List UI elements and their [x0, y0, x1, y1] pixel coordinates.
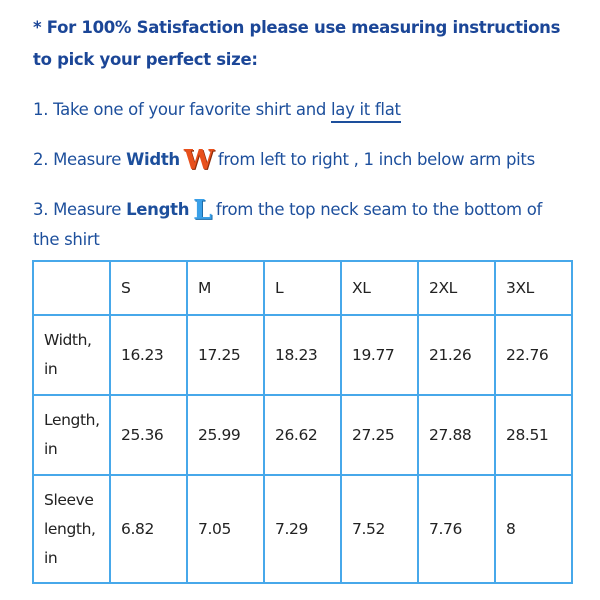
step-1: 1. Take one of your favorite shirt and l…: [33, 100, 401, 123]
step-1-text: 1. Take one of your favorite shirt and: [33, 100, 331, 119]
table-cell: 7.76: [417, 474, 496, 584]
header-cell: XL: [340, 260, 419, 316]
header-cell: M: [186, 260, 265, 316]
table-cell: 25.36: [109, 394, 188, 476]
table-row: Sleeve length, in 6.82 7.05 7.29 7.52 7.76…: [32, 474, 573, 584]
header-cell: [32, 260, 111, 316]
table-cell: 16.23: [109, 314, 188, 396]
table-cell: 22.76: [494, 314, 573, 396]
table-cell: 17.25: [186, 314, 265, 396]
header-cell: L: [263, 260, 342, 316]
step-3-bold: Length: [126, 200, 190, 219]
table-row: Width, in 16.23 17.25 18.23 19.77 21.26 2…: [32, 314, 573, 396]
intro-line-2: to pick your perfect size:: [33, 50, 258, 69]
table-cell: 27.88: [417, 394, 496, 476]
step-3-continuation: the shirt: [33, 230, 100, 249]
table-cell: 28.51: [494, 394, 573, 476]
table-cell: 7.05: [186, 474, 265, 584]
table-cell: 7.29: [263, 474, 342, 584]
table-row: Length, in 25.36 25.99 26.62 27.25 27.88 …: [32, 394, 573, 476]
row-label: Width, in: [32, 314, 111, 396]
table-cell: 8: [494, 474, 573, 584]
table-header-row: S M L XL 2XL 3XL: [32, 260, 573, 316]
width-w-icon: W: [183, 145, 214, 176]
table-cell: 19.77: [340, 314, 419, 396]
header-cell: S: [109, 260, 188, 316]
step-2-prefix: 2. Measure: [33, 150, 127, 169]
table-cell: 25.99: [186, 394, 265, 476]
row-label: Sleeve length, in: [32, 474, 111, 584]
table-cell: 18.23: [263, 314, 342, 396]
table-cell: 26.62: [263, 394, 342, 476]
table-cell: 27.25: [340, 394, 419, 476]
step-2-bold: Width: [126, 150, 180, 169]
step-3-suffix: from the top neck seam to the bottom of: [215, 200, 543, 219]
table-cell: 21.26: [417, 314, 496, 396]
size-chart-table: S M L XL 2XL 3XL Width, in 16.23 17.25 18…: [32, 260, 573, 584]
lay-it-flat-link[interactable]: lay it flat: [331, 100, 401, 123]
row-label: Length, in: [32, 394, 111, 476]
length-l-icon: L: [193, 195, 212, 226]
intro-line-1: * For 100% Satisfaction please use measu…: [33, 18, 561, 37]
table-cell: 6.82: [109, 474, 188, 584]
table-cell: 7.52: [340, 474, 419, 584]
header-cell: 3XL: [494, 260, 573, 316]
step-3-prefix: 3. Measure: [33, 200, 127, 219]
header-cell: 2XL: [417, 260, 496, 316]
step-2-suffix: from left to right , 1 inch below arm pi…: [217, 150, 535, 169]
